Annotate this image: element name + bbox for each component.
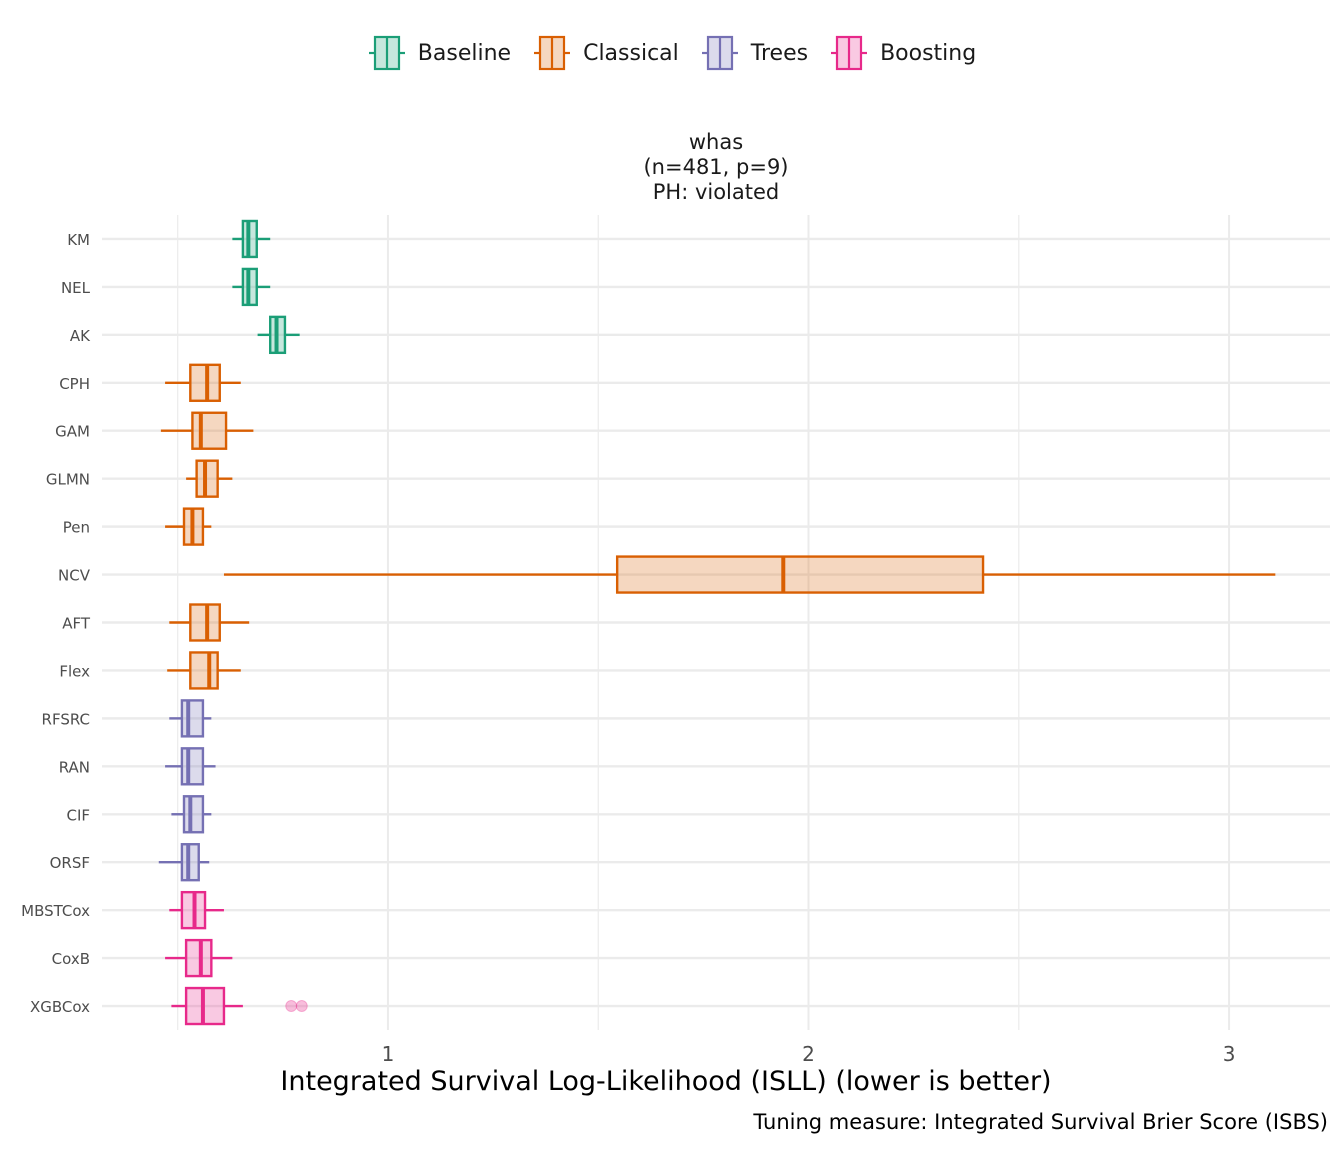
box-km (232, 219, 271, 259)
grid (102, 215, 1330, 1030)
y-tick-label: CoxB (52, 950, 90, 968)
y-tick-label: RAN (59, 758, 90, 776)
iqr-box (195, 459, 219, 498)
box-ncv (223, 555, 1276, 594)
facet-title-line2: (n=481, p=9) (643, 155, 789, 179)
y-tick-label: Flex (59, 662, 90, 680)
legend-item-baseline: Baseline (368, 34, 511, 72)
y-tick-label: CIF (66, 806, 90, 824)
y-tick-label: AFT (62, 615, 91, 633)
box-coxb (165, 938, 233, 978)
y-tick-label: NCV (58, 567, 91, 585)
y-tick-label: RFSRC (42, 710, 90, 728)
iqr-box (191, 411, 228, 450)
y-tick-label: AK (70, 327, 91, 345)
legend-label: Boosting (880, 40, 977, 66)
box-flex (167, 651, 241, 690)
outlier-point (295, 1000, 308, 1013)
iqr-box (180, 699, 205, 738)
box-cph (165, 363, 241, 402)
iqr-box (615, 555, 985, 594)
x-tick-label: 1 (382, 1042, 395, 1066)
box-mbstcox (169, 890, 224, 930)
legend-key (368, 35, 405, 71)
x-tick-label: 2 (802, 1042, 815, 1066)
iqr-box (184, 938, 213, 978)
iqr-box (180, 843, 200, 882)
box-rfsrc (169, 699, 212, 738)
iqr-box (184, 986, 226, 1026)
y-tick-label: GAM (55, 423, 90, 441)
legend-label: Classical (583, 40, 679, 66)
y-tick-label: ORSF (50, 854, 90, 872)
box-aft (169, 603, 250, 642)
iqr-box (189, 651, 219, 690)
box-pen (165, 507, 212, 546)
box-orsf (158, 843, 210, 882)
y-tick-label: NEL (61, 279, 91, 297)
legend-label: Baseline (417, 40, 512, 66)
legend-item-trees: Trees (701, 34, 808, 72)
box-ak (257, 315, 300, 355)
legend-item-classical: Classical (533, 34, 679, 72)
facet-title-line3: PH: violated (652, 180, 780, 204)
iqr-box (189, 363, 221, 402)
iqr-box (189, 603, 221, 642)
box-xgbcox (171, 986, 308, 1026)
x-tick-label: 3 (1223, 1042, 1236, 1066)
y-tick-label: GLMN (46, 471, 90, 489)
facet-title: whas (n=481, p=9) PH: violated (100, 130, 1332, 205)
box-cif (171, 795, 212, 834)
box-nel (232, 267, 271, 307)
caption: Tuning measure: Integrated Survival Brie… (753, 1110, 1328, 1134)
box-ran (165, 747, 216, 786)
y-tick-label: Pen (63, 519, 90, 537)
legend-label: Trees (750, 40, 809, 66)
facet-title-line1: whas (688, 130, 744, 154)
legend-key (534, 35, 571, 71)
legend-key (831, 35, 868, 71)
x-axis-title: Integrated Survival Log-Likelihood (ISLL… (280, 1066, 1052, 1097)
box-glmn (186, 459, 233, 498)
legend: Baseline Classical Trees Boosting (0, 32, 1344, 74)
box-gam (160, 411, 254, 450)
y-tick-label: KM (67, 231, 90, 249)
outlier-point (285, 1000, 298, 1013)
legend-key (701, 35, 738, 71)
y-tick-label: CPH (59, 375, 90, 393)
y-tick-label: MBSTCox (21, 902, 90, 920)
legend-item-boosting: Boosting (830, 34, 976, 72)
y-tick-label: XGBCox (30, 998, 90, 1016)
iqr-box (182, 795, 205, 834)
iqr-box (180, 747, 205, 786)
